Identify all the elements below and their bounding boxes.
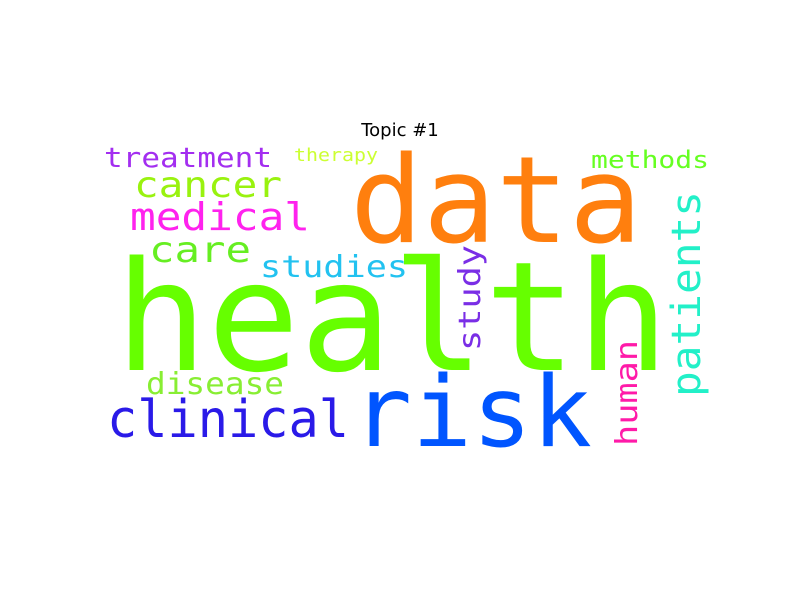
word-studies: studies	[260, 250, 408, 285]
word-care: care	[149, 230, 251, 271]
word-risk: risk	[352, 356, 592, 470]
word-health: health	[115, 229, 669, 406]
word-therapy: therapy	[294, 145, 378, 166]
word-cancer: cancer	[134, 165, 282, 206]
cloud-title: Topic #1	[361, 120, 439, 141]
word-treatment: treatment	[104, 141, 272, 174]
word-study: study	[453, 245, 488, 351]
word-medical: medical	[130, 195, 310, 239]
word-clinical: clinical	[107, 390, 349, 450]
word-patients: patients	[664, 191, 710, 397]
word-human: human	[610, 340, 645, 446]
word-data: data	[350, 132, 642, 271]
word-methods: methods	[591, 146, 709, 174]
word-disease: disease	[146, 367, 284, 402]
